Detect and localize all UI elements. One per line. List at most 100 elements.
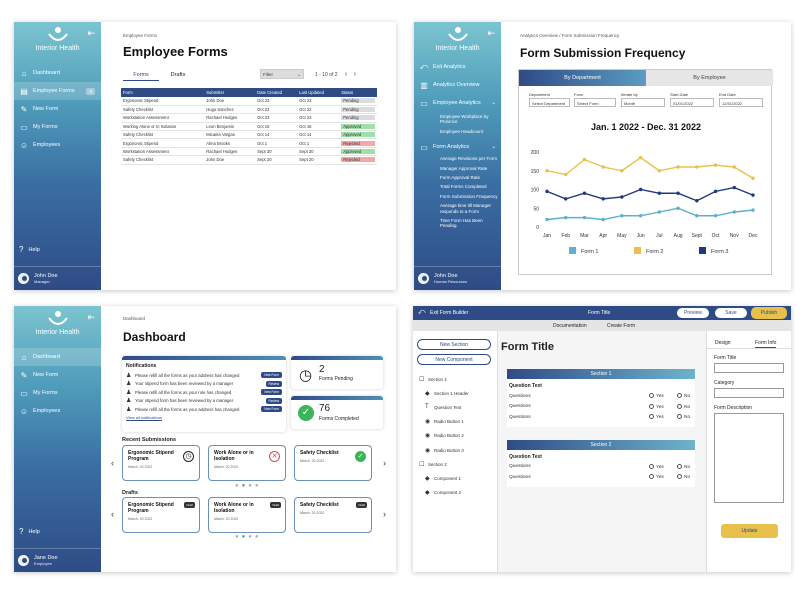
tree-item[interactable]: T Question Text <box>425 404 462 411</box>
tab-documentation[interactable]: Documentation <box>553 323 587 329</box>
sidebar-subitem[interactable]: Form Approval Rate <box>440 174 481 180</box>
form-title-input[interactable] <box>714 363 784 373</box>
draft-card[interactable]: Ergonomic Stipend Program March. 20 2022 D… <box>122 497 200 533</box>
yes-option[interactable]: Yes <box>649 474 677 480</box>
prev-arrow-icon[interactable]: ‹ <box>111 458 114 468</box>
collapse-sidebar-icon[interactable]: ⇤ <box>87 28 95 38</box>
tree-item[interactable]: ◆ Component 2 <box>425 490 462 497</box>
tab-drafts[interactable]: Drafts <box>170 72 186 78</box>
tree-item[interactable]: ◉ Radio Button 3 <box>425 447 464 454</box>
new-component-button[interactable]: New Component <box>417 354 491 365</box>
update-button[interactable]: Update <box>721 524 778 538</box>
sidebar-subitem[interactable]: Average Revisions per Form <box>440 156 497 162</box>
sidebar-subitem[interactable]: Manager Approval Rate <box>440 165 488 171</box>
filter-select[interactable]: Select Department <box>529 98 570 107</box>
table-row[interactable]: Safety Checklist Hugo Sanchez Oct 22 Oct 22… <box>121 105 377 115</box>
table-row[interactable]: Workstation Assessment Rachael Hodges Oct … <box>121 113 377 123</box>
yes-option[interactable]: Yes <box>649 393 677 399</box>
draft-card[interactable]: Work Alone or in Isolation March. 20 2022… <box>208 497 286 533</box>
sidebar-item-new-form[interactable]: ✎ New Form <box>20 370 59 380</box>
sidebar-item-form-analytics[interactable]: ▭ Form Analytics ⌄ <box>420 142 496 152</box>
tab-forms[interactable]: Forms <box>123 71 159 81</box>
sidebar-item-employee-forms[interactable]: ▤ Employee Forms 0 <box>14 82 101 100</box>
new-section-button[interactable]: New Section <box>417 339 491 350</box>
tab-by-department[interactable]: By Department <box>519 70 646 86</box>
table-row[interactable]: Working Alone or In Isolation Leon Benjam… <box>121 122 377 132</box>
tree-item[interactable]: ◆ Component 1 <box>425 475 462 482</box>
form-description-textarea[interactable] <box>714 413 784 503</box>
no-option[interactable]: No <box>677 414 690 420</box>
sidebar-subitem[interactable]: Employee Workplace by Province <box>440 114 489 125</box>
tab-create-form[interactable]: Create Form <box>607 323 636 329</box>
yes-option[interactable]: Yes <box>649 403 677 410</box>
next-arrow-icon[interactable]: › <box>383 458 386 468</box>
next-arrow-icon[interactable]: › <box>383 509 386 519</box>
notification-action-button[interactable]: New Form <box>261 372 282 379</box>
submission-card[interactable]: Ergonomic Stipend Program March. 20 2022 ◷ <box>122 445 200 481</box>
prev-page-icon[interactable]: ‹ <box>344 71 348 78</box>
category-input[interactable] <box>714 388 784 398</box>
notification-action-button[interactable]: New Form <box>261 389 282 396</box>
filter-select[interactable]: Filter ⌄ <box>260 69 304 79</box>
yes-option[interactable]: Yes <box>649 463 677 470</box>
notification-action-button[interactable]: Review <box>265 397 282 404</box>
preview-button[interactable]: Preview <box>677 308 709 318</box>
exit-icon[interactable]: ⤺ <box>418 309 426 316</box>
tab-design[interactable]: Design <box>715 340 731 346</box>
table-row[interactable]: Ergonomic Stipend Alma Brooks Oct 1 Oct 1 Re… <box>121 138 377 148</box>
sidebar-item-exit-analytics[interactable]: ⤺ Exit Analytics <box>419 62 466 71</box>
collapse-sidebar-icon[interactable]: ⇤ <box>87 312 95 322</box>
view-all-notifications-link[interactable]: View all notifications <box>126 414 162 420</box>
help-link[interactable]: ? Help <box>19 245 40 254</box>
no-option[interactable]: No <box>677 403 690 410</box>
publish-button[interactable]: Publish <box>751 307 787 319</box>
no-option[interactable]: No <box>677 393 690 399</box>
tree-item[interactable]: ◉ Radio Button 2 <box>425 433 464 440</box>
sidebar-item-new-form[interactable]: ✎ New Form <box>20 104 59 114</box>
table-row[interactable]: Workstation Assessment Rachael Hodges Sept… <box>121 147 377 157</box>
sidebar-item-my-forms[interactable]: ▭ My Forms <box>20 122 58 132</box>
collapse-sidebar-icon[interactable]: ⇤ <box>487 28 495 38</box>
user-profile[interactable]: John Doe Human Resources <box>414 266 501 290</box>
save-button[interactable]: Save <box>715 308 747 318</box>
submission-card[interactable]: Safety Checklist March. 20 2022 ✓ <box>294 445 372 481</box>
tree-item[interactable]: ◉ Radio Button 1 <box>425 419 464 426</box>
sidebar-item-analytics-overview[interactable]: ▥ Analytics Overview <box>420 80 480 90</box>
sidebar-item-employee-analytics[interactable]: ▭ Employee Analytics ⌄ <box>420 98 496 108</box>
tree-item[interactable]: ◆ Section 1 Header <box>425 390 469 397</box>
tree-item[interactable]: ☐ Section 2 <box>419 461 447 468</box>
draft-card[interactable]: Safety Checklist March. 20 2022 Draft <box>294 497 372 533</box>
prev-arrow-icon[interactable]: ‹ <box>111 509 114 519</box>
filter-select[interactable]: Select Form <box>574 98 616 107</box>
yes-option[interactable]: Yes <box>649 414 677 420</box>
table-row[interactable]: Ergonomic Stipend John Doe Oct 23 Oct 23 Pen… <box>121 97 377 106</box>
no-option[interactable]: No <box>677 474 690 480</box>
sidebar-subitem[interactable]: Form Submission Frequency <box>440 193 498 199</box>
form-section[interactable]: Section 2 Question Text Questions Yes No Ques… <box>507 439 695 487</box>
sidebar-subitem[interactable]: Total Forms Completed <box>440 184 487 190</box>
user-profile[interactable]: John Doe Manager <box>14 266 101 290</box>
sidebar-item-employees[interactable]: ☺ Employees <box>19 406 61 416</box>
sidebar-item-my-forms[interactable]: ▭ My Forms <box>20 388 58 398</box>
submission-card[interactable]: Work Alone or in Isolation March. 20 2022… <box>208 445 286 481</box>
tab-form-info[interactable]: Form Info <box>755 340 777 348</box>
no-option[interactable]: No <box>677 463 690 470</box>
help-link[interactable]: ? Help <box>19 527 40 536</box>
filter-select[interactable]: 01/01/2022 <box>670 98 714 107</box>
sidebar-item-dashboard[interactable]: ⌂ Dashboard <box>14 348 101 366</box>
sidebar-subitem[interactable]: Employee Headcount <box>440 128 484 134</box>
filter-select[interactable]: 12/31/2022 <box>719 98 763 107</box>
sidebar-item-dashboard[interactable]: ⌂ Dashboard <box>14 64 101 82</box>
sidebar-item-employees[interactable]: ☺ Employees <box>19 140 61 150</box>
notification-action-button[interactable]: Review <box>265 380 282 387</box>
sidebar-subitem[interactable]: Average time till Manager responds to a … <box>440 203 491 214</box>
form-section[interactable]: Section 1 Question Text Questions Yes No Ques… <box>507 369 695 427</box>
tab-by-employee[interactable]: By Employee <box>646 70 773 86</box>
sidebar-subitem[interactable]: Time Form Has Been Pending <box>440 217 483 229</box>
filter-select[interactable]: Month <box>621 98 665 107</box>
next-page-icon[interactable]: › <box>353 71 356 78</box>
user-profile[interactable]: Jane Doe Employee <box>14 548 101 572</box>
table-row[interactable]: Safety Checklist John Doe Sept 20 Sept 20 Re… <box>121 155 377 165</box>
exit-form-builder-link[interactable]: Exit Form Builder <box>430 310 469 316</box>
notification-action-button[interactable]: New Form <box>261 406 282 413</box>
